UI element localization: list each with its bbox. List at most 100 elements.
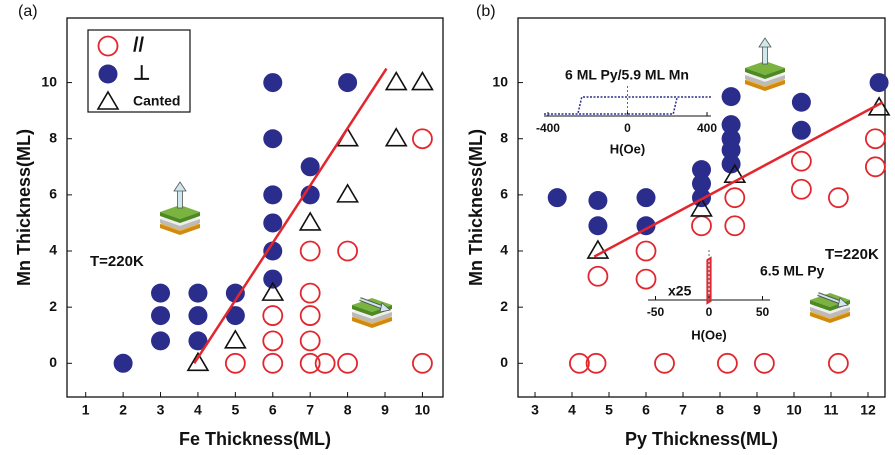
y-axis-label: Mn Thickness(ML) [14, 129, 34, 286]
point [869, 98, 889, 115]
inset-tick-label: 400 [697, 121, 717, 135]
point [225, 331, 245, 348]
x-tick-label: 9 [381, 402, 389, 418]
point [301, 354, 320, 373]
point [655, 354, 674, 373]
x-tick-label: 3 [531, 402, 539, 418]
inset-tick-label: 50 [756, 305, 770, 319]
y-tick-label: 2 [49, 298, 57, 314]
point [338, 354, 357, 373]
inset-note: x25 [668, 283, 692, 299]
x-tick-label: 12 [860, 402, 876, 418]
y-tick-label: 8 [49, 129, 57, 145]
legend-label: ⊥ [133, 62, 150, 84]
y-tick-label: 0 [49, 354, 57, 370]
y-tick-label: 2 [500, 298, 508, 314]
inset-x-label: H(Oe) [691, 327, 726, 342]
x-axis-label: Py Thickness(ML) [625, 429, 778, 449]
point [548, 188, 567, 207]
x-tick-label: 5 [605, 402, 613, 418]
point [263, 73, 282, 92]
point [588, 216, 607, 235]
y-tick-label: 6 [49, 186, 57, 202]
panel-label: (b) [476, 3, 496, 20]
point [866, 157, 885, 176]
x-tick-label: 4 [568, 402, 576, 418]
point [151, 284, 170, 303]
point [151, 331, 170, 350]
point [99, 65, 118, 84]
point [870, 73, 889, 92]
point [226, 354, 245, 373]
point [725, 188, 744, 207]
point [263, 306, 282, 325]
point [338, 73, 357, 92]
x-axis-label: Fe Thickness(ML) [179, 429, 331, 449]
inset-title: 6 ML Py/5.9 ML Mn [565, 67, 689, 83]
point [386, 73, 406, 90]
point [263, 129, 282, 148]
point [263, 331, 282, 350]
x-tick-label: 1 [82, 402, 90, 418]
x-tick-label: 5 [231, 402, 239, 418]
x-tick-label: 6 [269, 402, 277, 418]
y-tick-label: 10 [41, 73, 57, 89]
point [301, 242, 320, 261]
point [151, 306, 170, 325]
legend-label: // [133, 34, 145, 56]
annotation: T=220K [825, 246, 879, 263]
x-tick-label: 10 [415, 402, 431, 418]
x-tick-label: 11 [824, 402, 839, 418]
point [263, 270, 282, 289]
magnet-icon [160, 182, 200, 235]
magnet-icon [810, 293, 850, 323]
point [413, 129, 432, 148]
inset-tick-label: -400 [536, 121, 560, 135]
point [588, 267, 607, 286]
point [114, 354, 133, 373]
x-tick-label: 7 [679, 402, 687, 418]
magnet-icon [352, 298, 392, 328]
point [718, 354, 737, 373]
x-tick-label: 8 [716, 402, 724, 418]
inset-tick-label: 0 [706, 305, 713, 319]
point [263, 185, 282, 204]
x-tick-label: 2 [119, 402, 127, 418]
point [792, 152, 811, 171]
magnet-icon [745, 38, 785, 91]
point [829, 354, 848, 373]
inset-tick-label: 0 [624, 121, 631, 135]
panel-label: (a) [18, 3, 38, 20]
x-tick-label: 6 [642, 402, 650, 418]
point [588, 191, 607, 210]
point [338, 185, 358, 202]
point [725, 216, 744, 235]
point [300, 213, 320, 230]
y-axis-label: Mn Thickness(ML) [466, 129, 486, 286]
point [413, 354, 432, 373]
x-tick-label: 7 [306, 402, 314, 418]
arrow-head [759, 38, 771, 47]
x-tick-label: 4 [194, 402, 202, 418]
point [263, 213, 282, 232]
annotation: T=220K [90, 253, 144, 270]
point [829, 188, 848, 207]
point [792, 180, 811, 199]
point [316, 354, 335, 373]
point [301, 306, 320, 325]
point [263, 354, 282, 373]
arrow-shaft [178, 190, 183, 208]
point [866, 129, 885, 148]
y-tick-label: 0 [500, 354, 508, 370]
point [188, 284, 207, 303]
y-tick-label: 8 [500, 129, 508, 145]
inset-x-label: H(Oe) [610, 141, 645, 156]
arrow-head [174, 182, 186, 191]
legend-label: Canted [133, 93, 180, 109]
point [792, 93, 811, 112]
arrow-shaft [763, 46, 768, 64]
point [188, 306, 207, 325]
x-tick-label: 8 [344, 402, 352, 418]
point [637, 188, 656, 207]
point [722, 87, 741, 106]
